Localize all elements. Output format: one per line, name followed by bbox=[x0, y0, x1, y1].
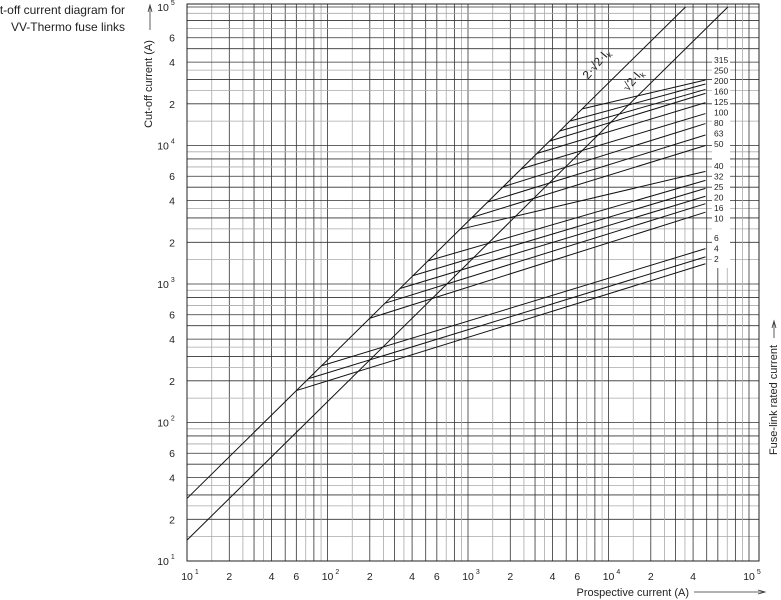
fuse-rating-label: 125 bbox=[714, 97, 728, 107]
fuse-curve-10a bbox=[369, 211, 706, 319]
y-tick-label: 10 3 bbox=[157, 277, 175, 291]
fuse-rating-label: 20 bbox=[714, 193, 724, 203]
chart-title-line-2: VV-Thermo fuse links bbox=[11, 20, 125, 34]
x-tick-label: 10 5 bbox=[743, 569, 761, 583]
fuse-curve-100a bbox=[521, 113, 706, 170]
fuse-curve-63a bbox=[487, 134, 706, 203]
fuse-rating-label: 2 bbox=[714, 254, 719, 264]
y-axis-label: Cut-off current (A) bbox=[143, 40, 155, 128]
reference-line-label: 2·√2·Ik bbox=[580, 45, 616, 83]
fuse-rating-label: 32 bbox=[714, 172, 724, 182]
y-tick-label: 6 bbox=[169, 310, 175, 322]
fuse-curve-250a bbox=[569, 83, 706, 122]
fuse-rating-label: 25 bbox=[714, 182, 724, 192]
label-box bbox=[712, 50, 730, 268]
y-tick-label: 4 bbox=[169, 334, 175, 346]
fuse-curve-2a bbox=[296, 263, 706, 392]
fuse-curve-16a bbox=[384, 203, 706, 304]
x-tick-label: 10 3 bbox=[462, 569, 480, 583]
fuse-curve-125a bbox=[536, 102, 706, 154]
chart-title-line-1: Cut-off current diagram for bbox=[0, 3, 125, 17]
grid bbox=[186, 3, 760, 562]
fuse-rating-label: 100 bbox=[714, 108, 728, 118]
fuse-rating-label: 63 bbox=[714, 129, 724, 139]
y-tick-label: 2 bbox=[169, 237, 175, 249]
y-tick-label: 4 bbox=[169, 57, 175, 69]
fuse-curve-80a bbox=[503, 123, 706, 188]
fuse-curve-4a bbox=[308, 256, 706, 380]
x-tick-label: 2 bbox=[507, 571, 513, 583]
fuse-curve-40a bbox=[459, 170, 706, 230]
x-axis-arrow-icon bbox=[694, 589, 767, 595]
x-tick-label: 6 bbox=[434, 571, 440, 583]
fuse-curve-20a bbox=[399, 195, 706, 289]
fuse-rating-label: 50 bbox=[714, 139, 724, 149]
x-tick-label: 10 4 bbox=[603, 569, 621, 583]
reference-line-sqrt2-ik bbox=[186, 6, 729, 541]
y-tick-label: 2 bbox=[169, 376, 175, 388]
x-tick-label: 4 bbox=[550, 571, 556, 583]
y-tick-label: 10 1 bbox=[157, 554, 175, 568]
x-tick-label: 4 bbox=[409, 571, 415, 583]
fuse-curve-6a bbox=[321, 248, 706, 367]
y-tick-label: 6 bbox=[169, 171, 175, 183]
plot-frame bbox=[186, 3, 760, 562]
x-tick-label: 4 bbox=[269, 571, 275, 583]
y-tick-label: 6 bbox=[169, 33, 175, 45]
fuse-rating-label: 40 bbox=[714, 161, 724, 171]
y-tick-label: 10 2 bbox=[157, 416, 175, 430]
fuse-rating-label: 10 bbox=[714, 214, 724, 224]
fuse-rating-label: 250 bbox=[714, 66, 728, 76]
fuse-rating-label: 160 bbox=[714, 87, 728, 97]
fuse-rating-label: 200 bbox=[714, 76, 728, 86]
fuse-curve-25a bbox=[412, 187, 706, 277]
x-tick-label: 2 bbox=[226, 571, 232, 583]
y-tick-label: 6 bbox=[169, 448, 175, 460]
x-tick-label: 4 bbox=[690, 571, 696, 583]
x-tick-label: 6 bbox=[293, 571, 299, 583]
fuse-curve-32a bbox=[427, 179, 706, 262]
x-tick-label: 2 bbox=[648, 571, 654, 583]
fuse-rating-label: 80 bbox=[714, 118, 724, 128]
y-tick-label: 10 5 bbox=[157, 0, 175, 14]
fuse-curve-160a bbox=[549, 92, 706, 142]
right-axis-arrow-icon bbox=[771, 319, 777, 338]
right-axis-label: Fuse-link rated current bbox=[768, 345, 780, 455]
y-axis-arrow-icon bbox=[147, 3, 153, 30]
x-tick-label: 10 2 bbox=[322, 569, 340, 583]
reference-lines: 2·√2·Ik√2·Ik bbox=[186, 6, 729, 541]
fuse-curve-50a bbox=[471, 145, 706, 218]
fuse-curves bbox=[296, 79, 706, 392]
fuse-curve-200a bbox=[559, 88, 706, 132]
y-tick-label: 2 bbox=[169, 99, 175, 111]
fuse-rating-label: 16 bbox=[714, 203, 724, 213]
y-tick-label: 4 bbox=[169, 196, 175, 208]
x-tick-label: 10 1 bbox=[181, 569, 199, 583]
y-tick-label: 4 bbox=[169, 473, 175, 485]
y-tick-label: 2 bbox=[169, 514, 175, 526]
fuse-rating-label: 4 bbox=[714, 244, 719, 254]
fuse-rating-label: 315 bbox=[714, 55, 728, 65]
x-tick-label: 2 bbox=[367, 571, 373, 583]
y-tick-label: 10 4 bbox=[157, 139, 175, 153]
fuse-curve-315a bbox=[582, 79, 706, 110]
fuse-rating-label: 6 bbox=[714, 233, 719, 243]
x-axis-label: Prospective current (A) bbox=[577, 587, 689, 599]
x-tick-label: 6 bbox=[574, 571, 580, 583]
reference-line-2sqrt2-ik bbox=[186, 6, 686, 499]
